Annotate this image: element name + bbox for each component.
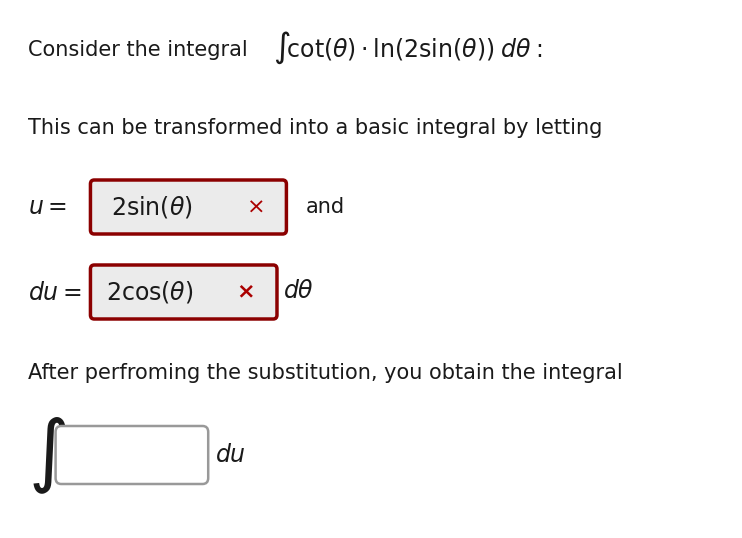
Text: This can be transformed into a basic integral by letting: This can be transformed into a basic int… [28,118,603,138]
Text: $du =$: $du =$ [28,281,82,305]
Text: Consider the integral: Consider the integral [28,40,248,60]
Text: $\mathbf{\times}$: $\mathbf{\times}$ [236,281,254,303]
Text: $2\sin(\theta)$: $2\sin(\theta)$ [111,194,193,220]
FancyBboxPatch shape [56,426,209,484]
FancyBboxPatch shape [91,265,277,319]
FancyBboxPatch shape [91,180,286,234]
Text: $\int$: $\int$ [28,416,67,496]
Text: $\times$: $\times$ [246,196,263,218]
Text: $d\theta$: $d\theta$ [283,280,314,303]
Text: $2\cos(\theta)\;$: $2\cos(\theta)\;$ [105,279,193,305]
Text: $u =$: $u =$ [28,196,67,220]
Text: and: and [306,197,345,217]
Text: After perfroming the substitution, you obtain the integral: After perfroming the substitution, you o… [28,363,623,383]
Text: $du$: $du$ [214,444,246,468]
Text: $\int\!\mathrm{cot}(\theta) \cdot \ln(2\sin(\theta))\; d\theta:$: $\int\!\mathrm{cot}(\theta) \cdot \ln(2\… [273,30,542,66]
